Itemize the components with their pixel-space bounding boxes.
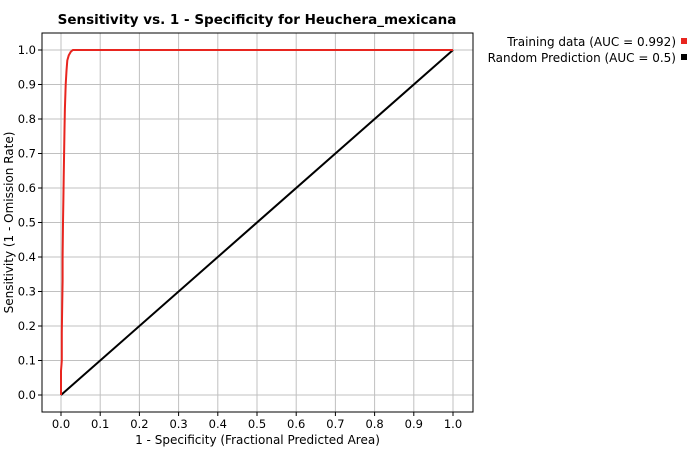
axis-ticks: 0.0 0.1 0.2 0.3 0.4 0.5 0.6 0.7 0.8 0.9 1.0 0.0 0.1 0… bbox=[18, 43, 462, 431]
chart-title: Sensitivity vs. 1 - Specificity for Heuc… bbox=[58, 12, 457, 28]
y-tick-label: 1.0 bbox=[18, 43, 36, 57]
y-tick-label: 0.3 bbox=[18, 285, 36, 299]
legend: Training data (AUC = 0.992) Random Predic… bbox=[488, 35, 687, 65]
training-data-line bbox=[60, 49, 453, 395]
legend-swatch bbox=[681, 54, 687, 60]
y-tick-label: 0.8 bbox=[18, 112, 36, 126]
x-tick-label: 0.0 bbox=[52, 417, 70, 431]
x-tick-label: 0.8 bbox=[365, 417, 383, 431]
x-tick-label: 0.9 bbox=[405, 417, 423, 431]
x-tick-label: 0.5 bbox=[248, 417, 266, 431]
x-tick-label: 0.4 bbox=[209, 417, 227, 431]
y-tick-label: 0.7 bbox=[18, 147, 36, 161]
x-tick-label: 0.2 bbox=[130, 417, 148, 431]
x-tick-label: 1.0 bbox=[444, 417, 462, 431]
y-tick-label: 0.2 bbox=[18, 319, 36, 333]
legend-label: Random Prediction (AUC = 0.5) bbox=[488, 51, 676, 65]
x-tick-label: 0.3 bbox=[169, 417, 187, 431]
legend-swatch bbox=[681, 38, 687, 44]
x-axis-label: 1 - Specificity (Fractional Predicted Ar… bbox=[135, 433, 380, 447]
series-lines bbox=[60, 49, 454, 396]
y-tick-label: 0.9 bbox=[18, 78, 36, 92]
y-tick-label: 0.0 bbox=[18, 388, 36, 402]
y-tick-label: 0.4 bbox=[18, 250, 36, 264]
random-prediction-line bbox=[60, 49, 454, 396]
x-tick-label: 0.1 bbox=[91, 417, 109, 431]
y-tick-label: 0.6 bbox=[18, 181, 36, 195]
legend-label: Training data (AUC = 0.992) bbox=[506, 35, 676, 49]
y-tick-label: 0.5 bbox=[18, 216, 36, 230]
x-tick-label: 0.6 bbox=[287, 417, 305, 431]
y-axis-label: Sensitivity (1 - Omission Rate) bbox=[2, 132, 16, 314]
y-tick-label: 0.1 bbox=[18, 354, 36, 368]
x-tick-label: 0.7 bbox=[326, 417, 344, 431]
